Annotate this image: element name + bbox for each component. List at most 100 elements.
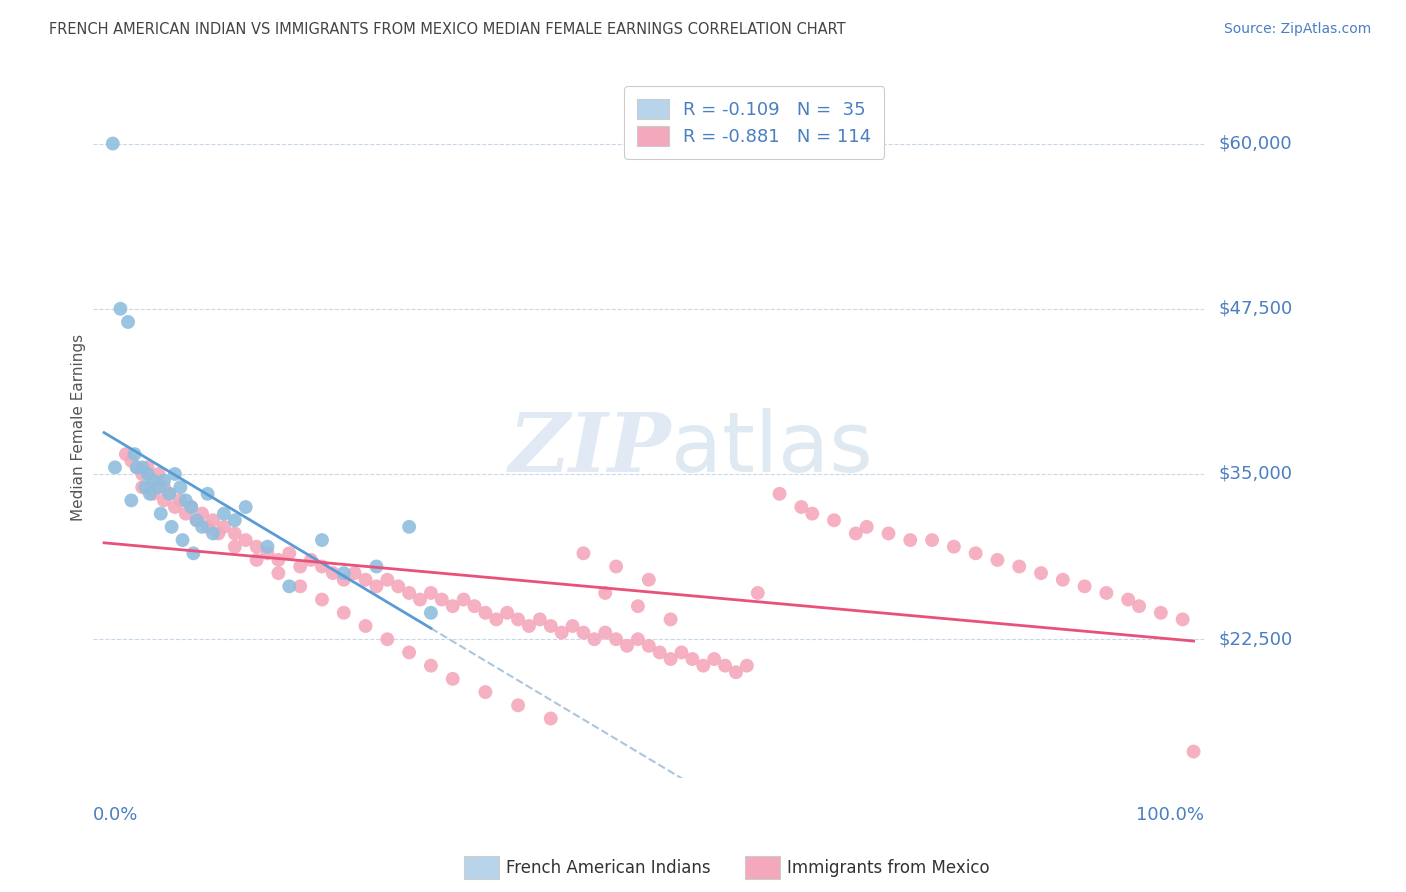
Text: $60,000: $60,000 bbox=[1219, 135, 1292, 153]
Point bbox=[605, 559, 627, 574]
Point bbox=[149, 507, 172, 521]
Point bbox=[485, 612, 508, 626]
Text: French American Indians: French American Indians bbox=[506, 859, 711, 877]
Point bbox=[671, 645, 693, 659]
Point bbox=[561, 619, 583, 633]
Point bbox=[627, 599, 650, 614]
Point bbox=[419, 658, 441, 673]
Point bbox=[1029, 566, 1052, 581]
Point bbox=[186, 513, 208, 527]
Point bbox=[139, 487, 162, 501]
Point bbox=[148, 480, 170, 494]
Point bbox=[375, 632, 398, 647]
Point bbox=[724, 665, 747, 680]
Point bbox=[246, 540, 269, 554]
Point bbox=[125, 460, 148, 475]
Point bbox=[311, 559, 333, 574]
Point bbox=[474, 606, 496, 620]
Point bbox=[366, 559, 388, 574]
Point bbox=[202, 513, 225, 527]
Point bbox=[183, 546, 205, 560]
Point bbox=[160, 520, 183, 534]
Point bbox=[747, 586, 769, 600]
Point bbox=[1150, 606, 1173, 620]
Point bbox=[153, 480, 176, 494]
Point bbox=[375, 573, 398, 587]
Text: FRENCH AMERICAN INDIAN VS IMMIGRANTS FROM MEXICO MEDIAN FEMALE EARNINGS CORRELAT: FRENCH AMERICAN INDIAN VS IMMIGRANTS FRO… bbox=[49, 22, 846, 37]
Point bbox=[180, 500, 202, 514]
Point bbox=[191, 507, 214, 521]
Point bbox=[197, 487, 219, 501]
Point bbox=[681, 652, 703, 666]
Point bbox=[212, 507, 235, 521]
Point bbox=[246, 553, 269, 567]
Point bbox=[659, 612, 682, 626]
Point bbox=[790, 500, 813, 514]
Point bbox=[768, 487, 790, 501]
Text: $22,500: $22,500 bbox=[1219, 631, 1292, 648]
Point bbox=[1128, 599, 1150, 614]
Point bbox=[398, 586, 420, 600]
Point bbox=[202, 526, 225, 541]
Point bbox=[1073, 579, 1095, 593]
Point bbox=[387, 579, 409, 593]
Point bbox=[898, 533, 921, 547]
Point bbox=[120, 454, 142, 468]
Point bbox=[593, 625, 616, 640]
Point bbox=[409, 592, 432, 607]
Point bbox=[354, 619, 377, 633]
Point bbox=[703, 652, 725, 666]
Point bbox=[845, 526, 868, 541]
Point bbox=[191, 520, 214, 534]
Point bbox=[419, 606, 441, 620]
Text: $35,000: $35,000 bbox=[1219, 465, 1292, 483]
Point bbox=[659, 652, 682, 666]
Point bbox=[169, 493, 191, 508]
Point bbox=[419, 586, 441, 600]
Point bbox=[965, 546, 987, 560]
Point bbox=[174, 507, 197, 521]
Point bbox=[540, 712, 562, 726]
Point bbox=[332, 566, 354, 581]
Point bbox=[823, 513, 845, 527]
Point bbox=[735, 658, 758, 673]
Point bbox=[153, 493, 176, 508]
Point bbox=[332, 606, 354, 620]
Point bbox=[616, 639, 638, 653]
Point bbox=[366, 579, 388, 593]
Point bbox=[159, 487, 181, 501]
Point bbox=[224, 513, 246, 527]
Point bbox=[398, 520, 420, 534]
Point bbox=[311, 592, 333, 607]
Point bbox=[120, 493, 142, 508]
Text: atlas: atlas bbox=[671, 409, 873, 489]
Point bbox=[110, 301, 132, 316]
Point bbox=[332, 573, 354, 587]
Point bbox=[506, 612, 529, 626]
Point bbox=[517, 619, 540, 633]
Point bbox=[142, 474, 165, 488]
Point bbox=[186, 513, 208, 527]
Y-axis label: Median Female Earnings: Median Female Earnings bbox=[72, 334, 86, 521]
Point bbox=[692, 658, 714, 673]
Point bbox=[506, 698, 529, 713]
Point bbox=[593, 586, 616, 600]
Point bbox=[163, 500, 186, 514]
Point bbox=[224, 540, 246, 554]
Point bbox=[1171, 612, 1194, 626]
Point bbox=[174, 493, 197, 508]
Point bbox=[627, 632, 650, 647]
Point bbox=[801, 507, 824, 521]
Point bbox=[125, 460, 148, 475]
Point bbox=[311, 533, 333, 547]
Point bbox=[583, 632, 606, 647]
Point bbox=[134, 480, 156, 494]
Point bbox=[207, 526, 229, 541]
Point bbox=[235, 500, 257, 514]
Point bbox=[278, 579, 301, 593]
Point bbox=[648, 645, 671, 659]
Point bbox=[921, 533, 943, 547]
Point bbox=[212, 520, 235, 534]
Point bbox=[117, 315, 139, 329]
Text: $47,500: $47,500 bbox=[1219, 300, 1292, 318]
